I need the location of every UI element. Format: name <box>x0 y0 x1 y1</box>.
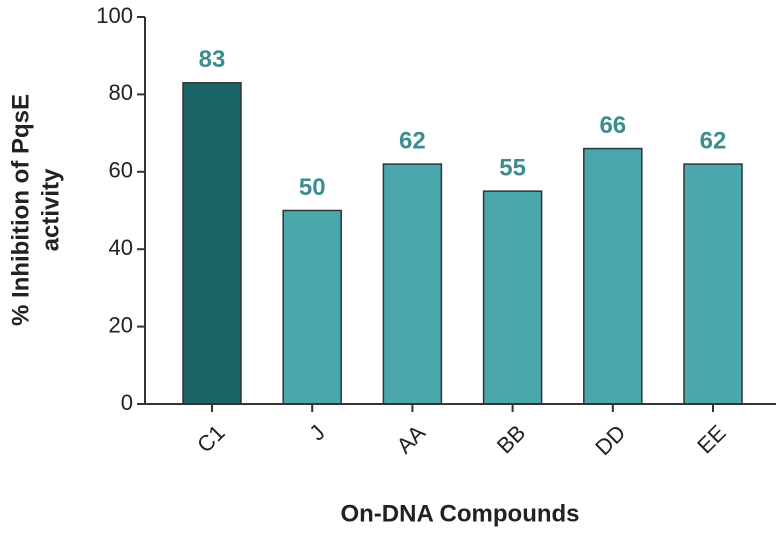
x-tick-label: BB <box>492 420 530 458</box>
x-tick-label: EE <box>692 420 730 458</box>
y-axis-title-line: % Inhibition of PqsE <box>7 94 34 326</box>
data-label: 55 <box>499 154 526 181</box>
y-axis-title-line: activity <box>37 168 64 251</box>
x-tick-label: C1 <box>192 420 230 458</box>
data-label: 50 <box>299 174 326 201</box>
y-tick-label: 40 <box>109 235 133 260</box>
bar <box>683 163 743 405</box>
y-axis-title: % Inhibition of PqsE activity <box>7 94 64 326</box>
x-tick-label: AA <box>392 420 431 459</box>
y-tick-label: 80 <box>109 80 133 105</box>
bar <box>182 82 242 405</box>
x-axis-title: On-DNA Compounds <box>340 500 579 527</box>
bar <box>482 190 543 405</box>
data-label: 62 <box>399 127 426 154</box>
y-tick-label: 20 <box>109 312 133 337</box>
data-label: 66 <box>599 112 626 139</box>
x-tick-label: J <box>304 420 329 445</box>
x-tick-label: DD <box>590 420 630 460</box>
bar <box>583 147 643 405</box>
y-tick-label: 100 <box>96 3 133 28</box>
data-label: 83 <box>199 46 226 73</box>
bar <box>382 163 443 405</box>
bar <box>282 209 342 405</box>
data-label: 62 <box>700 127 727 154</box>
y-tick-label: 60 <box>109 158 133 183</box>
y-tick-label: 0 <box>121 390 133 415</box>
